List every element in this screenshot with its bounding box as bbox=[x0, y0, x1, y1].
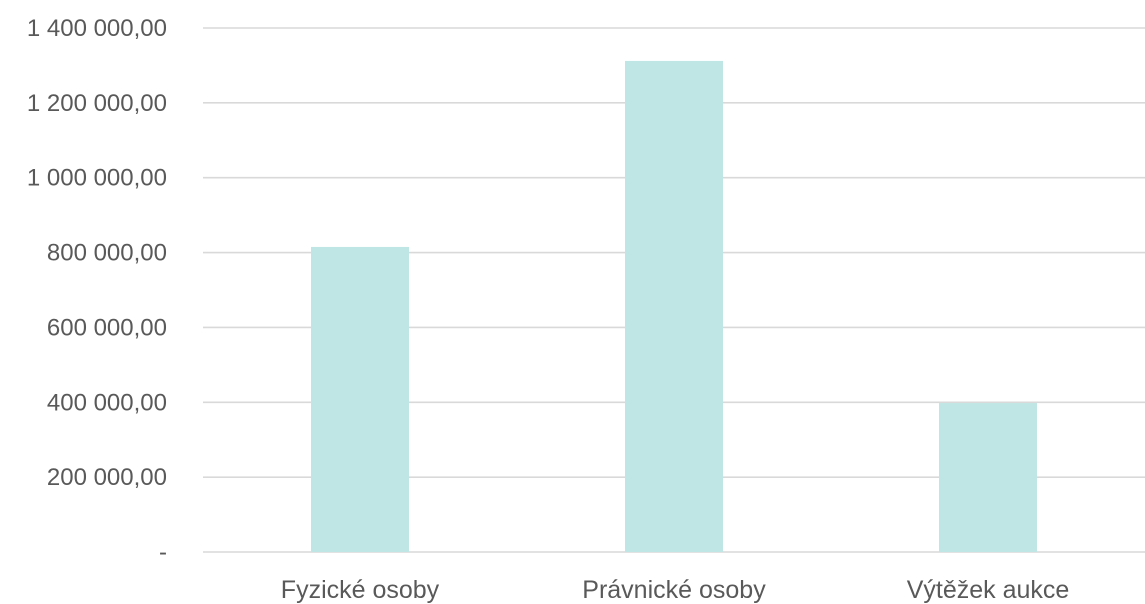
bars bbox=[311, 60, 1037, 553]
x-category-label: Právnické osoby bbox=[582, 576, 766, 604]
y-tick-label: 600 000,00 bbox=[47, 314, 167, 341]
y-tick-label: 1 000 000,00 bbox=[27, 165, 167, 192]
y-tick-label: 1 200 000,00 bbox=[27, 90, 167, 117]
y-tick-label: 800 000,00 bbox=[47, 240, 167, 267]
bar bbox=[625, 60, 723, 553]
y-axis-tick-labels: - 200 000,00 400 000,00 600 000,00 800 000,0… bbox=[27, 15, 167, 566]
y-tick-label: - bbox=[159, 539, 167, 566]
bar bbox=[311, 246, 409, 552]
x-axis-category-labels: Fyzické osoby Právnické osoby Výtěžek aukc… bbox=[281, 576, 1069, 604]
x-category-label: Fyzické osoby bbox=[281, 576, 440, 604]
y-tick-label: 200 000,00 bbox=[47, 464, 167, 491]
y-tick-label: 400 000,00 bbox=[47, 389, 167, 416]
bar bbox=[939, 403, 1037, 552]
y-tick-label: 1 400 000,00 bbox=[27, 15, 167, 42]
x-category-label: Výtěžek aukce bbox=[907, 576, 1070, 604]
